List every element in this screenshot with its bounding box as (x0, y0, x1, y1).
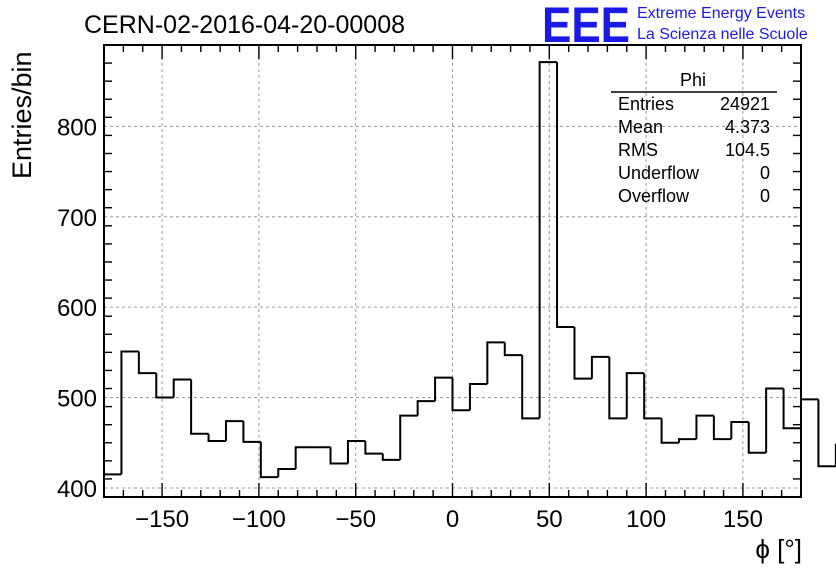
y-tick-label: 800 (57, 114, 97, 141)
histogram-bin (731, 422, 748, 439)
histogram-bin (243, 421, 260, 442)
stats-row-label: Mean (618, 117, 663, 137)
stats-title: Phi (680, 70, 706, 90)
histogram-bin (278, 469, 295, 477)
x-tick-label: 100 (626, 506, 666, 533)
histogram-bin (592, 357, 609, 379)
stats-row-value: 24921 (720, 94, 770, 114)
stats-row-value: 104.5 (725, 140, 770, 160)
histogram-bin (191, 379, 208, 433)
stats-rows: Entries 24921 Mean 4.373 RMS 104.5 Underflow 0 O… (618, 94, 770, 206)
stats-row-label: Underflow (618, 163, 700, 183)
eee-logo-letters: EEE (542, 0, 630, 53)
histogram-bin (505, 342, 522, 355)
histogram-bin (662, 418, 679, 442)
histogram-bin (453, 378, 470, 411)
y-tick-label: 400 (57, 476, 97, 503)
histogram-bin (365, 441, 382, 454)
histogram-bin (174, 379, 191, 397)
run-title: CERN-02-2016-04-20-00008 (84, 11, 405, 39)
stats-row-label: Entries (618, 94, 674, 114)
histogram-bin (627, 373, 644, 418)
x-tick-label: −100 (232, 506, 286, 533)
histogram-bin (557, 62, 574, 327)
histogram-bin (418, 401, 435, 415)
stats-box: Phi Entries 24921 Mean 4.373 RMS 104.5 Underfl… (611, 70, 777, 206)
histogram-bin (296, 447, 313, 469)
histogram-bin (714, 416, 731, 440)
histogram-bin (784, 389, 801, 429)
histogram-bin (156, 373, 173, 397)
stats-row-value: 0 (760, 163, 770, 183)
histogram-bin (574, 327, 591, 379)
histogram-bin (540, 62, 557, 418)
stats-row-label: RMS (618, 140, 658, 160)
histogram-bin (121, 351, 138, 474)
histogram-bin (818, 399, 835, 466)
histogram-bin (435, 378, 452, 402)
stats-row-value: 0 (760, 186, 770, 206)
histogram-bin (609, 357, 626, 418)
x-axis-label: ϕ [°] (755, 534, 802, 564)
x-tick-label: 150 (723, 506, 763, 533)
histogram-bin (139, 351, 156, 373)
x-tick-label: 50 (536, 506, 563, 533)
y-tick-label: 700 (57, 205, 97, 232)
histogram-bin (679, 439, 696, 443)
histogram-bin (644, 373, 661, 418)
stats-row-value: 4.373 (725, 117, 770, 137)
histogram-bin (348, 441, 365, 464)
x-tick-label: 0 (446, 506, 459, 533)
histogram-bin (261, 442, 278, 477)
histogram-bin (749, 422, 766, 453)
y-tick-label: 600 (57, 295, 97, 322)
histogram-bin (522, 355, 539, 418)
x-tick-label: −50 (335, 506, 376, 533)
histogram-bin (801, 399, 818, 428)
x-tick-label: −150 (135, 506, 189, 533)
histogram-bin (104, 474, 121, 497)
histogram-bin (209, 434, 226, 441)
y-axis-label: Entries/bin (7, 51, 37, 179)
logo-line-2: La Scienza nelle Scuole (637, 26, 808, 43)
histogram-bin (383, 454, 400, 460)
y-tick-label: 500 (57, 386, 97, 413)
stats-row-label: Overflow (618, 186, 690, 206)
logo-line-1: Extreme Energy Events (637, 5, 805, 22)
histogram-bin (766, 389, 783, 453)
histogram-bin (226, 421, 243, 441)
histogram-bin (400, 416, 417, 460)
histogram-bin (696, 416, 713, 440)
histogram-bin (487, 342, 504, 384)
histogram-bin (331, 447, 348, 463)
